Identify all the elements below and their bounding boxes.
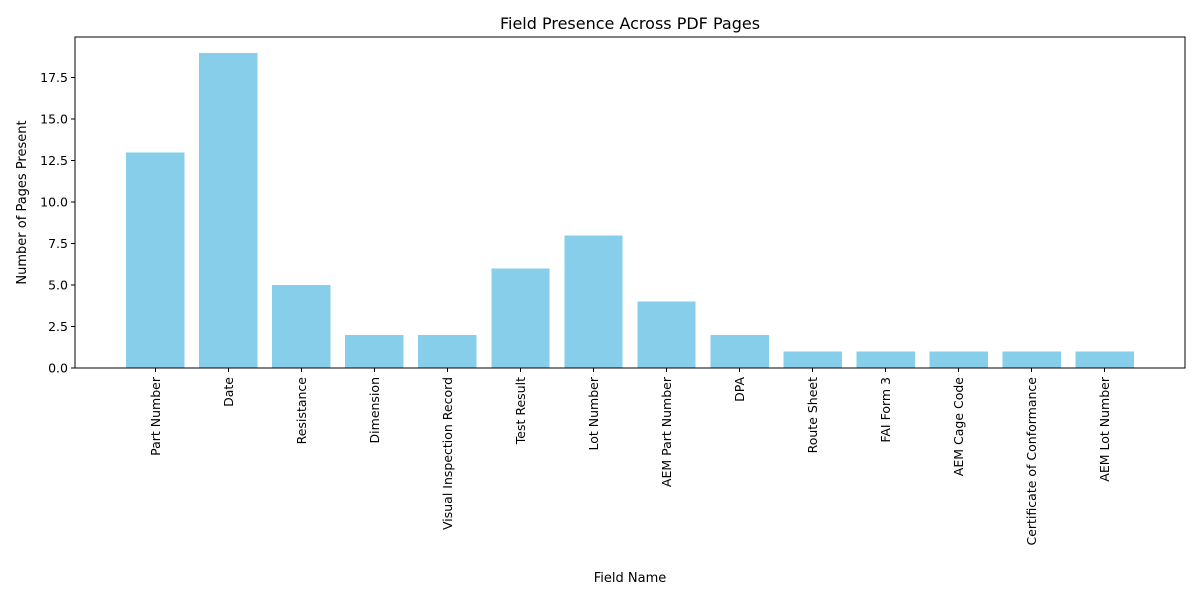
- y-tick-label: 12.5: [40, 153, 68, 168]
- plot-frame: [74, 36, 1186, 369]
- y-tick-label: 7.5: [48, 236, 68, 251]
- bar-fai-form-3: [856, 351, 915, 368]
- x-tick-label-aem-lot-number: AEM Lot Number: [1097, 376, 1112, 482]
- x-tick-label-resistance: Resistance: [294, 377, 309, 445]
- bar-part-number: [126, 152, 185, 368]
- y-tick-label: 5.0: [48, 278, 68, 293]
- x-tick-label-route-sheet: Route Sheet: [805, 377, 820, 453]
- bar-aem-cage-code: [929, 351, 988, 368]
- x-tick-label-aem-part-number: AEM Part Number: [659, 376, 674, 487]
- y-tick-label: 10.0: [40, 195, 68, 210]
- x-tick-label-part-number: Part Number: [148, 376, 163, 456]
- bar-date: [199, 52, 258, 368]
- x-tick-label-dpa: DPA: [732, 377, 747, 402]
- x-axis-label: Field Name: [594, 571, 667, 586]
- x-tick-label-date: Date: [221, 377, 236, 407]
- bar-aem-part-number: [637, 301, 696, 368]
- y-axis: 0.0 2.5 5.0 7.5 10.0 12.5 15.0 17.5: [40, 70, 75, 376]
- bar-lot-number: [564, 235, 623, 368]
- y-tick-label: 0.0: [48, 361, 68, 376]
- y-tick-label: 15.0: [40, 112, 68, 127]
- x-tick-label-dimension: Dimension: [367, 377, 382, 443]
- y-tick-label: 2.5: [48, 319, 68, 334]
- x-tick-label-fai-form-3: FAI Form 3: [878, 377, 893, 443]
- bar-dpa: [710, 334, 769, 368]
- bar-aem-lot-number: [1075, 351, 1134, 368]
- bar-series: [126, 52, 1134, 368]
- bar-test-result: [491, 268, 550, 368]
- bar-certificate-of-conformance: [1002, 351, 1061, 368]
- bar-resistance: [272, 285, 331, 368]
- x-tick-label-certificate-of-conformance: Certificate of Conformance: [1024, 377, 1039, 546]
- y-axis-label: Number of Pages Present: [15, 120, 30, 284]
- x-tick-label-aem-cage-code: AEM Cage Code: [951, 377, 966, 477]
- bar-visual-inspection-record: [418, 334, 477, 368]
- chart-title: Field Presence Across PDF Pages: [500, 14, 760, 33]
- bar-route-sheet: [783, 351, 842, 368]
- y-tick-label: 17.5: [40, 70, 68, 85]
- x-tick-label-visual-inspection-record: Visual Inspection Record: [440, 377, 455, 530]
- x-axis: Part Number Date Resistance Dimension Visual…: [148, 368, 1112, 546]
- x-tick-label-test-result: Test Result: [513, 377, 528, 445]
- bar-dimension: [345, 334, 404, 368]
- x-tick-label-lot-number: Lot Number: [586, 376, 601, 450]
